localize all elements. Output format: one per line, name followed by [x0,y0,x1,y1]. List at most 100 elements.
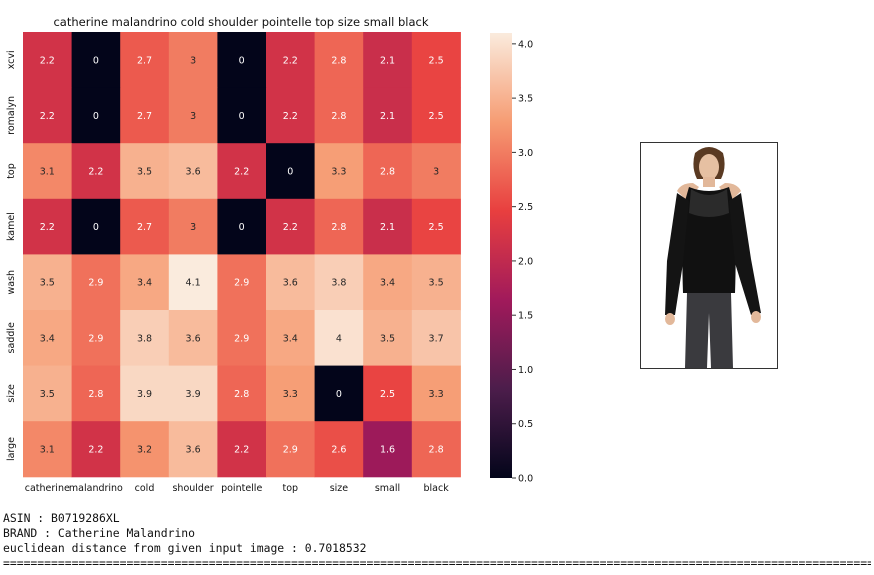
heatmap-cell [120,365,170,422]
heatmap-cell [217,143,267,200]
cell-value-label: 0 [287,167,293,178]
y-tick-label: saddle [6,322,17,353]
cell-value-label: 3.1 [40,167,55,178]
heatmap-cell [314,421,364,478]
cell-value-label: 2.8 [380,167,395,178]
cell-value-label: 2.5 [429,222,444,233]
heatmap-cell [266,198,316,255]
cell-value-label: 4.1 [186,278,201,289]
cell-value-label: 2.2 [234,167,249,178]
y-tick-label: wash [6,270,17,295]
x-axis-labels: catherine malandrino cold shoulder pointelle… [25,483,449,494]
cell-value-label: 3.6 [186,333,201,344]
y-tick-label: kamel [6,212,17,241]
heatmap-cell [71,87,121,144]
cell-value-label: 0 [239,111,245,122]
heatmap-cell [314,254,364,311]
cell-value-label: 3 [190,111,196,122]
cell-value-label: 2.7 [137,111,152,122]
heatmap-cell [266,254,316,311]
heatmap-cell [168,310,218,367]
x-tick-label: top [283,483,299,494]
cell-value-label: 2.2 [40,55,55,66]
y-tick-label: xcvi [6,50,17,69]
cell-value-label: 2.2 [40,111,55,122]
colorbar-ticks: 0.0 0.5 1.0 1.5 2.0 2.5 3.0 3.5 4.0 [512,39,533,485]
heatmap-cell [363,421,413,478]
x-tick-label: size [330,483,349,494]
brand-line: BRAND : Catherine Malandrino [3,526,196,540]
cell-value-label: 3.5 [429,278,444,289]
heatmap-cell [168,87,218,144]
heatmap-cell [120,87,170,144]
heatmap-cell [266,32,316,89]
product-image [640,142,778,369]
cell-value-label: 3.3 [429,389,444,400]
heatmap-cell [363,310,413,367]
cell-value-label: 2.9 [88,278,103,289]
heatmap-cell [71,365,121,422]
heatmap-cell [71,310,121,367]
heatmap-cell [23,198,73,255]
product-info: ASIN : B0719286XL BRAND : Catherine Malan… [3,511,366,556]
heatmap-cell [363,254,413,311]
heatmap-cell [71,198,121,255]
heatmap-cell [120,198,170,255]
x-tick-label: black [423,483,449,494]
heatmap-cell [23,254,73,311]
cell-value-label: 3.2 [137,445,152,456]
heatmap-cell [217,310,267,367]
cell-value-label: 3.9 [137,389,152,400]
cell-value-label: 0 [93,111,99,122]
heatmap-cell [363,198,413,255]
heatmap-cell [411,87,461,144]
cell-value-label: 2.8 [429,445,444,456]
cell-value-label: 2.1 [380,222,395,233]
heatmap-cell [411,421,461,478]
cell-value-label: 2.8 [234,389,249,400]
cell-value-label: 3.1 [40,445,55,456]
heatmap-cells: 2.2 0 2.7 3 0 2.2 2.8 2.1 2.5 2.2 0 2.7 3 0 2.2 2.8 2.1 2… [23,32,461,478]
cell-value-label: 2.2 [283,222,298,233]
cell-value-label: 2.9 [88,333,103,344]
cell-value-label: 2.9 [234,278,249,289]
heatmap-cell [266,310,316,367]
x-tick-label: catherine [25,483,70,494]
y-axis-labels: xcvi romalyn top kamel wash saddle size large [6,50,17,461]
heatmap-cell [217,198,267,255]
colorbar [490,33,512,478]
heatmap-cell [314,87,364,144]
heatmap-cell [266,421,316,478]
cell-value-label: 2.8 [88,389,103,400]
y-tick-label: romalyn [6,96,17,135]
heatmap-cell [411,198,461,255]
heatmap-cell [363,143,413,200]
y-tick-label: top [6,163,17,179]
colorbar-tick-label: 0.0 [518,474,533,485]
heatmap-cell [168,254,218,311]
cell-value-label: 2.8 [331,222,346,233]
separator-line: ========================================… [3,556,871,570]
cell-value-label: 3.4 [137,278,152,289]
heatmap-cell [23,310,73,367]
heatmap-cell [314,143,364,200]
heatmap-cell [71,421,121,478]
cell-value-label: 3 [190,222,196,233]
heatmap-cell [168,198,218,255]
cell-value-label: 3 [190,55,196,66]
heatmap-cell [266,87,316,144]
heatmap-cell [411,365,461,422]
cell-value-label: 0 [336,389,342,400]
distance-line: euclidean distance from given input imag… [3,541,367,555]
cell-value-label: 2.8 [331,111,346,122]
cell-value-label: 2.5 [380,389,395,400]
cell-value-label: 0 [93,222,99,233]
cell-value-label: 0 [93,55,99,66]
colorbar-tick-label: 1.0 [518,365,533,376]
heatmap-cell [168,32,218,89]
cell-value-label: 3.4 [380,278,395,289]
cell-value-label: 2.5 [429,55,444,66]
x-tick-label: pointelle [221,483,262,494]
cell-value-label: 3.5 [40,278,55,289]
heatmap-cell [71,254,121,311]
